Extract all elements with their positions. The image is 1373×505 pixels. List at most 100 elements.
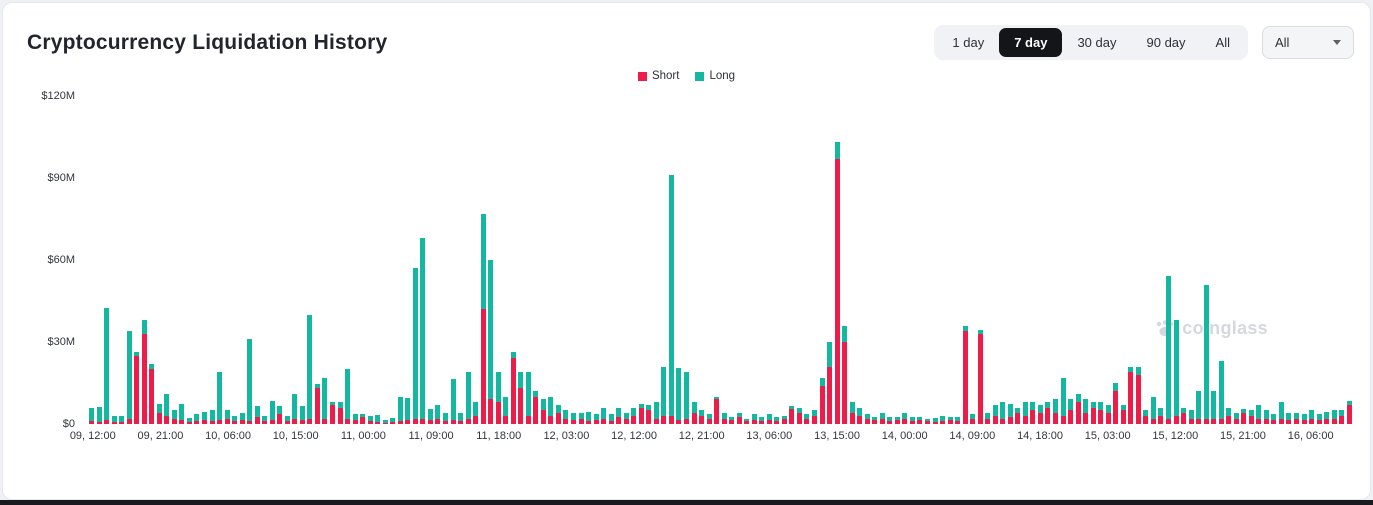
bar[interactable] [774,96,780,424]
bar[interactable] [1181,96,1187,424]
bar[interactable] [849,96,855,424]
legend-item-short[interactable]: Short [637,70,679,82]
bar[interactable] [879,96,885,424]
bar[interactable] [608,96,614,424]
bar[interactable] [548,96,554,424]
bar[interactable] [586,96,592,424]
bar[interactable] [1128,96,1134,424]
bar[interactable] [164,96,170,424]
bar[interactable] [465,96,471,424]
bar[interactable] [111,96,117,424]
bar[interactable] [1000,96,1006,424]
bar[interactable] [345,96,351,424]
bar[interactable] [149,96,155,424]
bar[interactable] [992,96,998,424]
bar[interactable] [601,96,607,424]
bar[interactable] [510,96,516,424]
bar[interactable] [759,96,765,424]
bar[interactable] [533,96,539,424]
bar[interactable] [616,96,622,424]
bar[interactable] [1316,96,1322,424]
bar[interactable] [1339,96,1345,424]
range-button-7-day[interactable]: 7 day [999,28,1063,57]
bar[interactable] [812,96,817,424]
bar[interactable] [555,96,561,424]
bar[interactable] [872,96,878,424]
bar[interactable] [247,96,253,424]
bar[interactable] [736,96,742,424]
bar[interactable] [864,96,870,424]
bar[interactable] [352,96,358,424]
bar[interactable] [473,96,479,424]
bar[interactable] [217,96,223,424]
bar[interactable] [623,96,629,424]
bar[interactable] [683,96,689,424]
bar[interactable] [1309,96,1315,424]
bar[interactable] [668,96,674,424]
bar[interactable] [638,96,644,424]
bar[interactable] [209,96,215,424]
bar[interactable] [1083,96,1089,424]
bar[interactable] [1294,96,1299,424]
bar[interactable] [887,96,893,424]
bar[interactable] [1022,96,1028,424]
bar[interactable] [955,96,961,424]
bar[interactable] [307,96,313,424]
bar[interactable] [488,96,494,424]
bar[interactable] [744,96,750,424]
bar[interactable] [322,96,328,424]
bar[interactable] [119,96,125,424]
bar[interactable] [902,96,908,424]
bar[interactable] [126,96,132,424]
bar[interactable] [390,96,396,424]
bar[interactable] [1271,96,1277,424]
bar[interactable] [1241,96,1247,424]
bar[interactable] [804,96,810,424]
legend-item-long[interactable]: Long [695,70,735,82]
bar[interactable] [1226,96,1232,424]
bar[interactable] [337,96,343,424]
bar[interactable] [653,96,659,424]
bar[interactable] [1007,96,1013,424]
bar[interactable] [646,96,652,424]
bar[interactable] [450,96,456,424]
bar[interactable] [676,96,682,424]
bar[interactable] [947,96,953,424]
bar[interactable] [89,96,94,424]
bar[interactable] [442,96,448,424]
bar[interactable] [766,96,772,424]
bar[interactable] [1045,96,1051,424]
bar[interactable] [1105,96,1111,424]
bar[interactable] [917,96,923,424]
bar[interactable] [1030,96,1036,424]
bar[interactable] [382,96,388,424]
bar[interactable] [224,96,230,424]
bar[interactable] [932,96,938,424]
range-button-all[interactable]: All [1201,28,1245,57]
bar[interactable] [1196,96,1202,424]
bar[interactable] [721,96,727,424]
bar[interactable] [563,96,569,424]
bar[interactable] [367,96,373,424]
bar[interactable] [1301,96,1307,424]
bar[interactable] [1068,96,1074,424]
bar[interactable] [962,96,968,424]
bar[interactable] [1075,96,1081,424]
bar[interactable] [1098,96,1104,424]
bar[interactable] [578,96,584,424]
bar[interactable] [1143,96,1149,424]
bar[interactable] [593,96,599,424]
bar[interactable] [1015,96,1021,424]
bar[interactable] [571,96,576,424]
bar[interactable] [1135,96,1141,424]
bar[interactable] [239,96,245,424]
bar[interactable] [796,96,802,424]
bar[interactable] [277,96,283,424]
bar[interactable] [1188,96,1194,424]
bar[interactable] [179,96,185,424]
bar[interactable] [827,96,833,424]
bar[interactable] [706,96,712,424]
bar[interactable] [909,96,915,424]
bar[interactable] [985,96,991,424]
bar[interactable] [232,96,238,424]
